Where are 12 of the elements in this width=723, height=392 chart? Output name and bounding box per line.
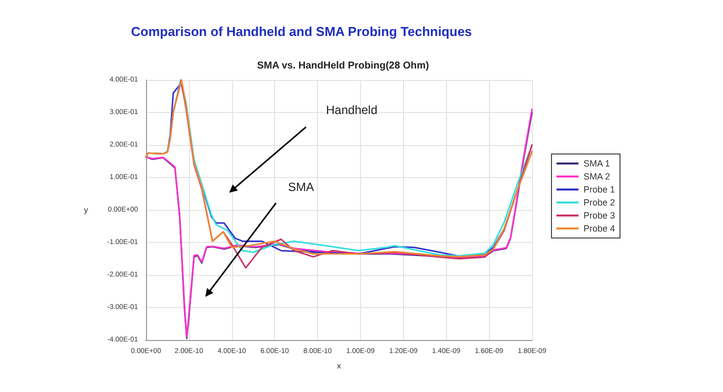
- legend-label: Probe 1: [583, 184, 616, 194]
- y-axis-title: y: [84, 206, 88, 214]
- legend-label: Probe 2: [583, 198, 616, 208]
- annotation: Handheld: [326, 103, 378, 117]
- legend-label: SMA 2: [583, 172, 610, 182]
- x-axis-title: x: [337, 362, 341, 370]
- chart-subtitle: SMA vs. HandHeld Probing(28 Ohm): [257, 60, 429, 72]
- legend-label: Probe 4: [583, 224, 616, 234]
- legend-label: SMA 1: [583, 158, 610, 168]
- annotation: SMA: [288, 180, 314, 194]
- legend-label: Probe 3: [583, 210, 616, 220]
- chart-title: Comparison of Handheld and SMA Probing Techniques: [131, 24, 472, 39]
